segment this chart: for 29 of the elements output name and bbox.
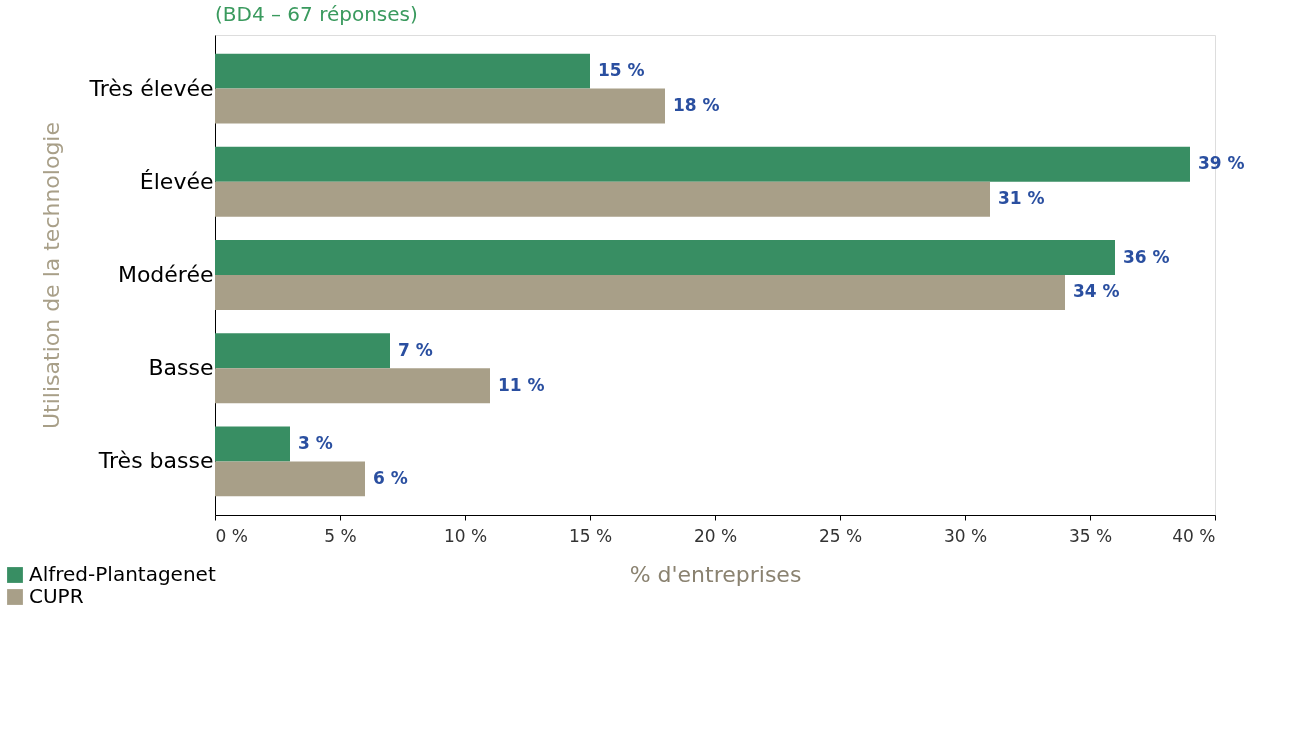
y-tick-label: Très élevée <box>88 75 214 101</box>
data-label: 39 % <box>1198 153 1245 174</box>
x-tick-label: 15 % <box>568 525 613 546</box>
chart-title: (BD4 – 67 réponses) <box>215 2 418 26</box>
x-tick-label: 10 % <box>443 525 488 546</box>
x-tick-label: 20 % <box>693 525 738 546</box>
data-label: 7 % <box>398 339 433 360</box>
data-label: 3 % <box>298 432 333 453</box>
y-tick-label: Très basse <box>97 448 214 474</box>
data-label: 31 % <box>998 188 1045 209</box>
x-tick-label: 5 % <box>324 525 357 546</box>
x-tick-label: 40 % <box>1172 525 1216 546</box>
legend-label: CUPR <box>29 584 84 608</box>
data-label: 18 % <box>673 95 720 116</box>
data-label: 15 % <box>598 60 645 81</box>
x-tick-label: 25 % <box>818 525 863 546</box>
y-axis-title: Utilisation de la technologie <box>39 121 65 430</box>
data-label: 11 % <box>498 374 545 395</box>
legend-label: Alfred-Plantagenet <box>29 562 216 586</box>
x-tick-label: 35 % <box>1068 525 1113 546</box>
x-tick-label: 0 % <box>215 525 248 546</box>
x-axis-title: % d'entreprises <box>629 561 802 587</box>
y-tick-label: Élevée <box>139 168 214 194</box>
x-tick-label: 30 % <box>943 525 988 546</box>
y-tick-label: Basse <box>148 355 214 381</box>
y-tick-label: Modérée <box>117 262 214 287</box>
data-label: 34 % <box>1073 281 1120 302</box>
data-label: 36 % <box>1123 246 1170 267</box>
data-label: 6 % <box>373 467 408 488</box>
